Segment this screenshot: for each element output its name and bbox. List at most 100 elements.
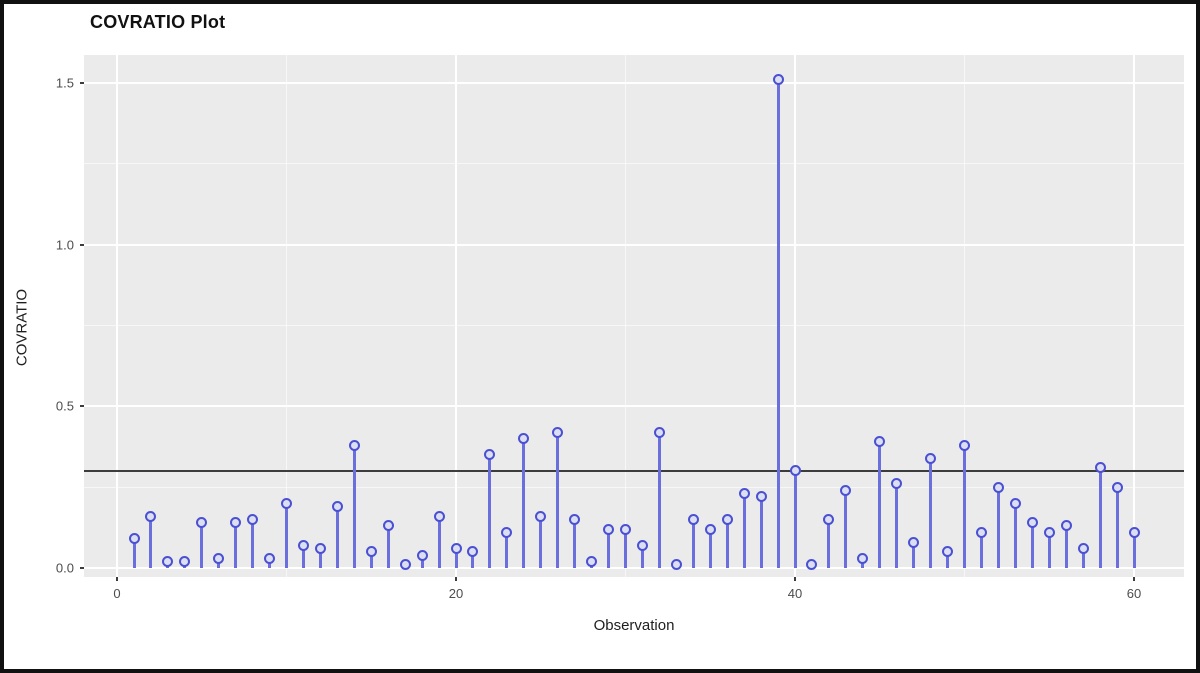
stem [522,438,526,568]
data-point-marker [772,74,784,86]
data-point-marker [738,488,750,500]
data-point-marker [331,501,343,513]
stem [1030,522,1034,568]
stem [1098,467,1102,568]
stem [285,503,289,568]
x-major-gridline [455,55,458,577]
stem [946,551,950,568]
y-axis-tick [80,243,84,246]
data-point-marker [857,552,869,564]
stem [895,483,899,568]
data-point-marker [603,523,615,535]
stem [369,551,373,568]
data-point-marker [264,552,276,564]
stem [708,529,712,568]
stem [132,538,136,568]
stem [335,506,339,568]
y-major-gridline [84,243,1184,246]
stem [352,445,356,568]
data-point-marker [959,439,970,451]
data-point-marker [348,439,360,451]
y-tick-label: 0.5 [55,398,74,414]
data-point-marker [925,452,937,464]
data-point-marker [433,510,445,522]
x-tick-label: 0 [113,586,121,601]
data-point-marker [1077,543,1089,555]
stem [471,551,475,568]
stem [149,516,153,568]
data-point-marker [653,426,665,438]
stem [742,493,746,568]
stem [1081,548,1085,568]
stem [607,529,611,568]
data-point-marker [1128,526,1140,538]
data-point-marker [416,549,428,561]
data-point-marker [721,513,733,525]
data-point-marker [755,491,767,503]
data-point-marker [484,449,496,461]
data-point-marker [230,517,242,529]
x-minor-gridline [964,55,965,577]
y-axis-label: COVRATIO [13,288,31,367]
y-minor-gridline [84,486,1184,488]
data-point-marker [670,559,682,571]
data-point-marker [1111,481,1123,493]
data-point-marker [891,478,903,490]
y-axis-tick [80,405,84,408]
stem [1064,525,1068,568]
y-tick-label: 0.0 [55,560,74,576]
data-point-marker [518,433,530,445]
x-axis-label: Observation [593,617,675,634]
data-point-marker [840,484,852,496]
reference-line [84,469,1184,472]
stem [725,519,729,568]
stem [776,79,780,568]
data-point-marker [1094,462,1106,474]
data-point-marker [975,526,987,538]
y-tick-label: 1.0 [55,237,74,253]
data-point-marker [213,552,225,564]
chart-title: COVRATIO Plot [90,12,226,32]
x-major-gridline [794,55,797,577]
data-point-marker [162,555,174,567]
stem [420,555,424,568]
data-point-marker [1060,520,1072,532]
x-tick-label: 60 [1126,586,1142,601]
stem [318,548,322,568]
stem [827,519,831,568]
stem [657,432,661,568]
stem [793,470,797,568]
data-point-marker [806,559,818,571]
data-point-marker [450,543,462,555]
stem [1013,503,1017,568]
x-tick-label: 20 [448,586,464,601]
stem [979,532,983,568]
stem [929,458,933,568]
data-point-marker [992,481,1004,493]
stem [624,529,628,568]
data-point-marker [179,555,191,567]
data-point-marker [467,546,479,558]
stem [963,445,966,568]
data-point-marker [823,513,835,525]
stem [251,519,255,568]
stem [301,545,305,568]
data-point-marker [128,533,140,545]
data-point-marker [145,510,157,522]
data-point-marker [297,539,309,551]
data-point-marker [314,543,326,555]
data-point-marker [535,510,547,522]
x-major-gridline [116,55,119,577]
data-point-marker [382,520,394,532]
x-minor-gridline [625,55,627,577]
x-axis-tick [116,577,119,581]
stem [1047,532,1051,568]
data-point-marker [942,546,954,558]
stem [556,432,560,568]
x-axis-tick [794,577,797,581]
stem [488,454,492,568]
stem [454,548,458,568]
stem [996,487,1000,568]
y-axis-tick [80,82,84,85]
